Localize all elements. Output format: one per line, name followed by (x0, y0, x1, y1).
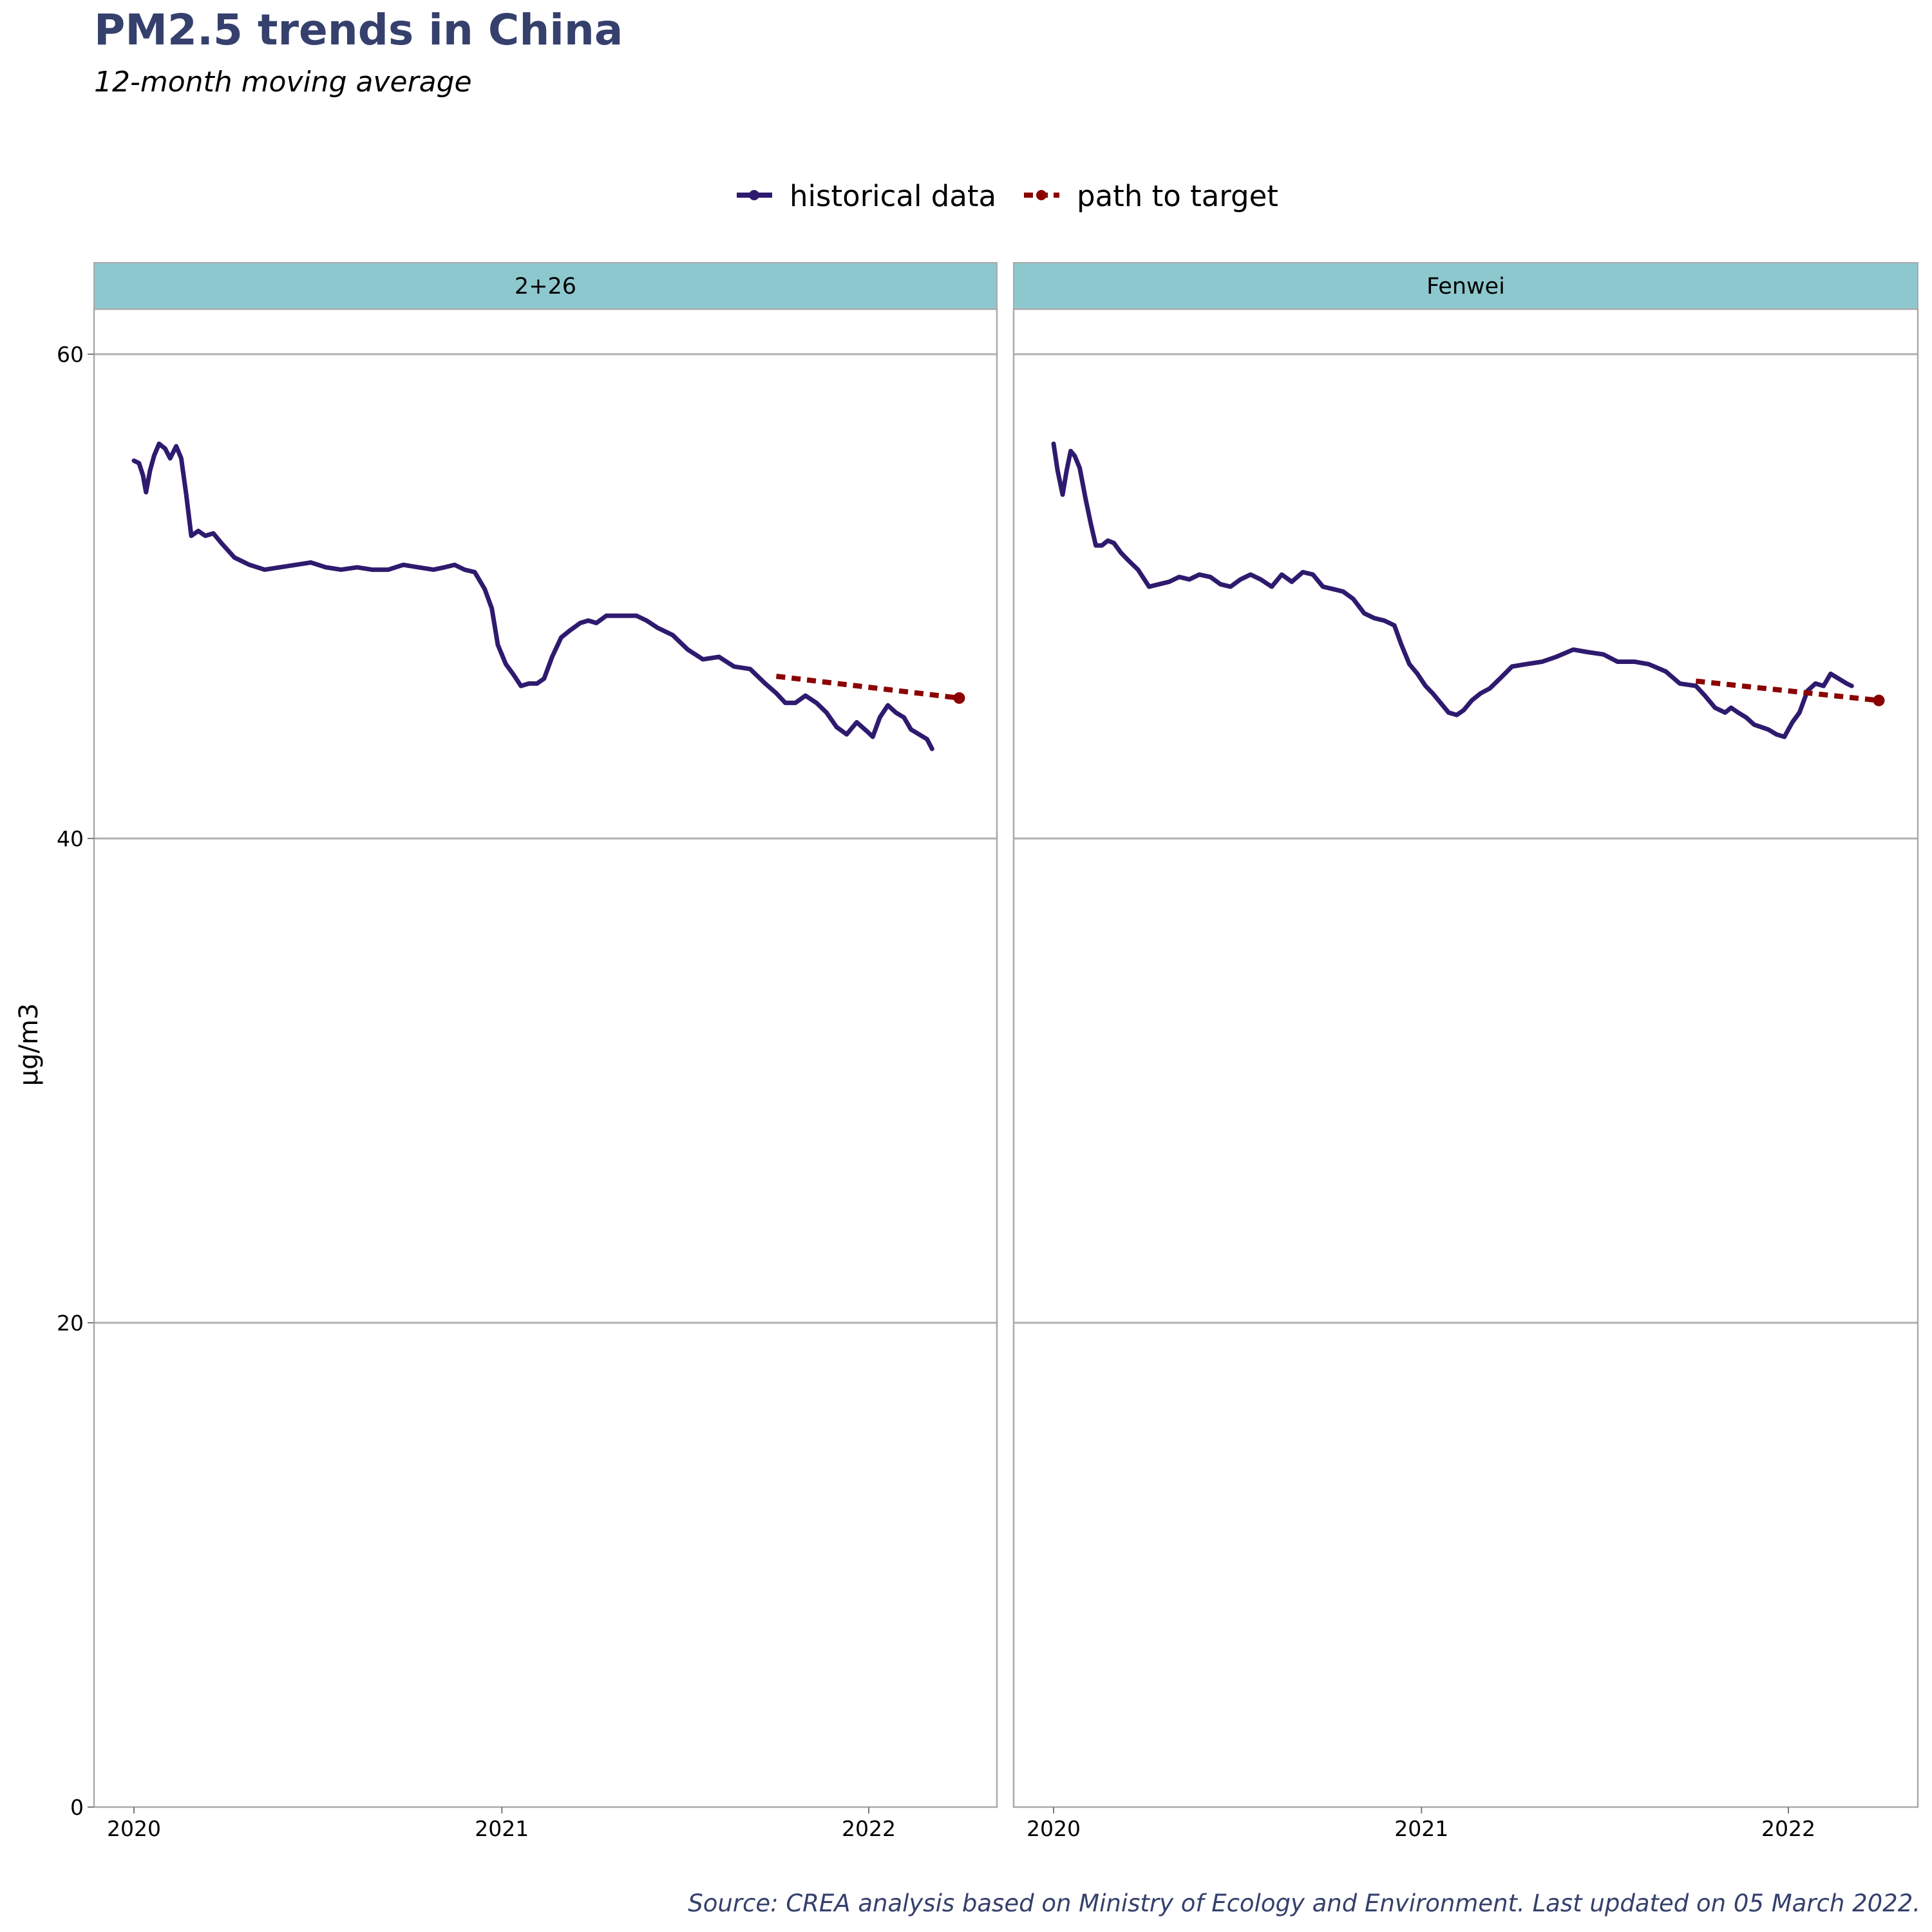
legend: historical data path to target (737, 179, 1278, 213)
chart-caption: Source: CREA analysis based on Ministry … (688, 1889, 1920, 1917)
y-tick-label: 40 (57, 826, 84, 851)
chart-subtitle: 12-month moving average (94, 66, 472, 99)
x-tick-label: 2020 (1027, 1816, 1081, 1841)
series-line-historical-data (131, 441, 934, 752)
series-line-historical-data (1051, 441, 1854, 739)
target-point (1873, 694, 1885, 706)
target-point (953, 692, 965, 704)
y-tick-label: 0 (70, 1795, 84, 1820)
x-tick-label: 2021 (1394, 1816, 1448, 1841)
panel-strip-label: Fenwei (1426, 274, 1505, 299)
panel-0: 2+26 2020 2021 2022 0 20 40 60 (57, 262, 998, 1841)
panel-1: Fenwei 2020 2021 2022 (1012, 262, 1919, 1841)
panel-strip-label: 2+26 (515, 274, 576, 299)
panel-border (1012, 308, 1919, 1808)
legend-label-historical: historical data (790, 179, 996, 213)
y-axis-title: µg/m3 (14, 1003, 44, 1086)
panel-strip (1013, 262, 1918, 310)
legend-key-target-dot (1036, 190, 1046, 200)
x-tick-label: 2022 (1761, 1816, 1815, 1841)
legend-label-target: path to target (1077, 179, 1278, 213)
panels: 2+26 2020 2021 2022 0 20 40 60 Fenwei 2020 2021 202… (57, 262, 1919, 1841)
panel-border (93, 308, 998, 1808)
x-tick-label: 2020 (107, 1816, 161, 1841)
chart-title: PM2.5 trends in China (94, 5, 623, 55)
y-tick-label: 20 (57, 1311, 84, 1336)
y-tick-label: 60 (57, 342, 84, 367)
legend-key-historical-dot (749, 190, 759, 200)
x-tick-label: 2022 (842, 1816, 896, 1841)
panel-background (1014, 309, 1918, 1807)
x-tick-label: 2021 (475, 1816, 529, 1841)
panel-strip (93, 262, 998, 310)
panel-background (94, 309, 997, 1807)
